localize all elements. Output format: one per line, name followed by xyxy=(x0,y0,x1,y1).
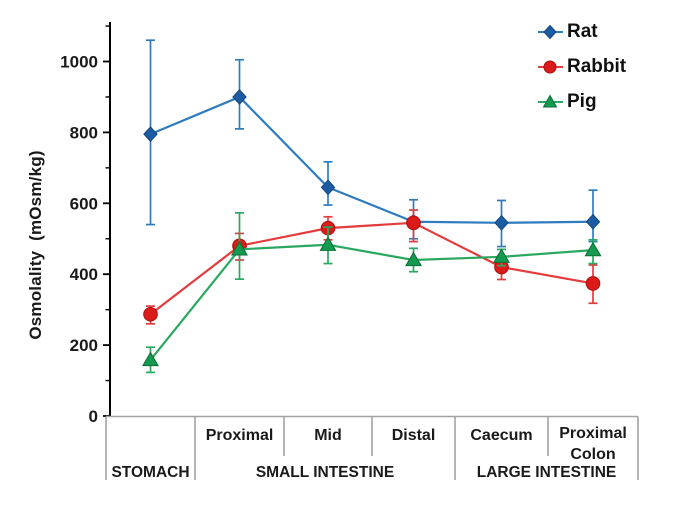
data-point-triangle xyxy=(493,248,510,263)
series-line xyxy=(149,243,594,361)
series-pig xyxy=(142,212,602,374)
y-axis: 0 200 400 600 800 1000 xyxy=(60,22,111,426)
x-segment-label: Proximal xyxy=(559,425,627,442)
y-tick-label: 200 xyxy=(70,336,98,355)
data-point-diamond xyxy=(320,179,336,196)
legend-marker-circle xyxy=(543,60,557,74)
legend-item-rabbit: Rabbit xyxy=(537,56,626,78)
y-tick-label: 600 xyxy=(70,194,98,213)
data-point-diamond xyxy=(232,89,247,105)
x-segment-label: Caecum xyxy=(470,427,532,444)
rabbit-circle-icon xyxy=(538,60,563,74)
data-point-triangle xyxy=(405,251,422,267)
data-point-circle xyxy=(143,306,158,322)
data-point-circle xyxy=(406,215,421,231)
x-group-label: LARGE INTESTINE xyxy=(477,464,617,481)
x-group-label: SMALL INTESTINE xyxy=(256,464,394,481)
x-axis-table: Proximal Mid Distal Caecum Proximal Colon STOM… xyxy=(105,415,639,481)
x-segment-label: Mid xyxy=(314,427,342,444)
x-segment-label: Distal xyxy=(392,427,436,444)
legend-label-pig: Pig xyxy=(567,91,597,112)
rat-diamond-icon xyxy=(538,24,563,40)
x-segment-label: Colon xyxy=(570,446,615,463)
series-rat xyxy=(143,39,601,248)
x-group-label: STOMACH xyxy=(111,464,189,481)
series-line xyxy=(150,95,594,224)
y-tick-label: 1000 xyxy=(60,53,98,72)
pig-triangle-icon xyxy=(538,94,563,108)
series-line xyxy=(149,221,594,316)
legend-item-pig: Pig xyxy=(537,91,626,113)
data-point-circle xyxy=(585,276,601,291)
legend-marker-diamond xyxy=(543,24,557,40)
data-point-diamond xyxy=(494,214,509,231)
y-tick-label: 0 xyxy=(89,407,98,426)
data-point-diamond xyxy=(143,126,158,143)
y-tick-label: 800 xyxy=(70,123,98,142)
legend-marker-triangle xyxy=(542,94,558,108)
data-point-triangle xyxy=(142,351,159,367)
legend: Rat Rabbit Pig xyxy=(537,21,626,113)
data-point-triangle xyxy=(231,240,248,256)
legend-label-rabbit: Rabbit xyxy=(567,56,627,77)
y-tick-label: 400 xyxy=(70,265,98,284)
legend-item-rat: Rat xyxy=(537,21,626,43)
x-segment-label: Proximal xyxy=(206,427,274,444)
data-point-triangle xyxy=(319,236,337,251)
data-point-diamond xyxy=(585,213,601,230)
series-rabbit xyxy=(143,209,601,325)
legend-label-rat: Rat xyxy=(567,21,598,42)
data-point-triangle xyxy=(584,241,602,257)
